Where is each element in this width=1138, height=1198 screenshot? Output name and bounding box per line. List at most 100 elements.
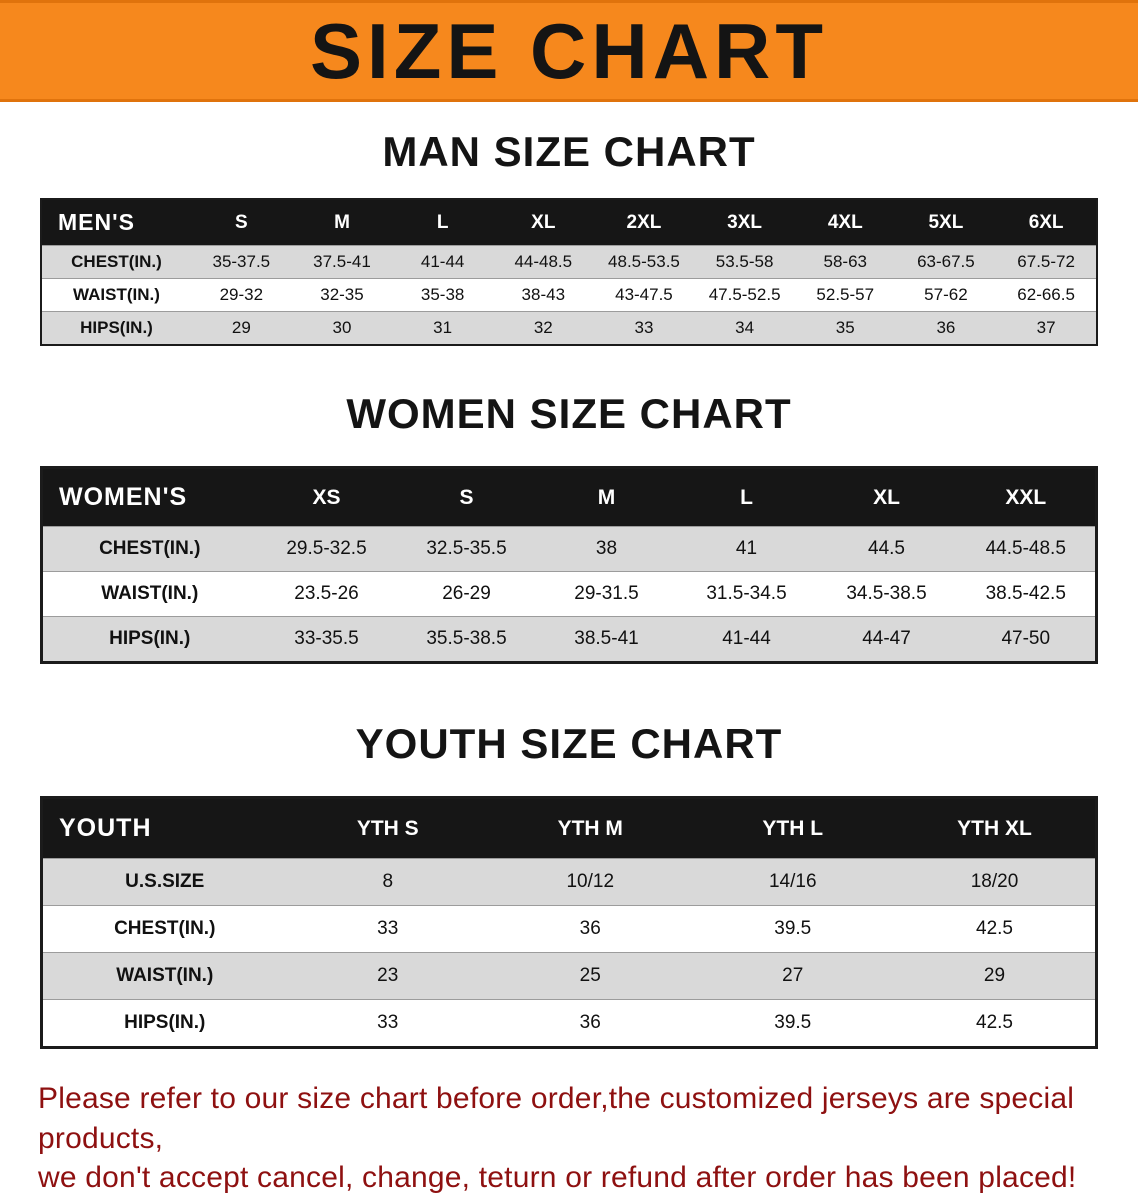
men-size-table: MEN'S S M L XL 2XL 3XL 4XL 5XL 6XL CHEST(IN.) 35-37… (40, 198, 1098, 346)
size-column-header: M (536, 467, 677, 527)
measurement-row: CHEST(IN.) 29.5-32.5 32.5-35.5 38 41 44.5 44.5… (41, 526, 1097, 572)
size-column-header: 3XL (694, 199, 795, 246)
size-value: 34.5-38.5 (846, 583, 927, 604)
measurement-label: CHEST(IN.) (114, 918, 216, 939)
measurement-row: HIPS(IN.) 33 36 39.5 42.5 (41, 999, 1097, 1048)
size-value: 43-47.5 (615, 285, 673, 304)
size-value: 31.5-34.5 (706, 583, 787, 604)
measurement-label: CHEST(IN.) (99, 538, 201, 559)
size-value: 32.5-35.5 (426, 538, 507, 559)
size-value: 35.5-38.5 (426, 628, 507, 649)
size-value: 47.5-52.5 (708, 285, 781, 304)
man-size-chart-heading: MAN SIZE CHART (382, 128, 756, 175)
size-value: 32 (533, 318, 553, 337)
table-title-cell: WOMEN'S (41, 467, 257, 527)
size-value: 38.5-41 (574, 628, 639, 649)
table-header-row: WOMEN'S XS S M L XL XXL (41, 467, 1097, 527)
table-title-cell: MEN'S (41, 199, 191, 246)
size-value: 35 (835, 318, 855, 337)
size-value: 32-35 (320, 285, 364, 304)
size-value: 33 (377, 918, 399, 939)
size-column-header: S (191, 199, 292, 246)
measurement-label: HIPS(IN.) (109, 628, 191, 649)
table-title-cell: YOUTH (41, 797, 287, 859)
size-value: 44-47 (862, 628, 911, 649)
size-value: 47-50 (1001, 628, 1051, 649)
measurement-label: CHEST(IN.) (71, 252, 162, 271)
size-value: 36 (579, 918, 601, 939)
size-column-header: S (396, 467, 537, 527)
size-column-header: 6XL (996, 199, 1097, 246)
measurement-label: U.S.SIZE (125, 871, 205, 892)
size-value: 14/16 (768, 871, 817, 892)
size-value: 38 (595, 538, 618, 559)
size-value: 48.5-53.5 (608, 252, 680, 271)
size-value: 34 (735, 318, 755, 337)
size-column-header: YTH S (286, 797, 489, 859)
size-value: 44.5 (868, 538, 905, 559)
size-value: 52.5-57 (816, 285, 875, 304)
size-value: 53.5-58 (715, 252, 774, 271)
size-value: 41-44 (420, 252, 465, 271)
size-value: 57-62 (924, 285, 968, 304)
disclaimer-line-2: we don't accept cancel, change, teturn o… (38, 1161, 1077, 1195)
size-value: 36 (936, 318, 956, 337)
size-value: 33 (377, 1012, 399, 1033)
size-value: 37.5-41 (313, 252, 371, 271)
size-column-header: 4XL (794, 199, 896, 246)
size-value: 36 (579, 1012, 601, 1033)
size-value: 29 (231, 318, 251, 337)
banner: SIZE CHART (0, 0, 1138, 102)
youth-size-chart-heading: YOUTH SIZE CHART (355, 720, 783, 767)
measurement-row: HIPS(IN.) 33-35.5 35.5-38.5 38.5-41 41-44 44-… (41, 616, 1097, 663)
youth-size-table: YOUTH YTH S YTH M YTH L YTH XL U.S.SIZE 8 10/12… (40, 796, 1098, 1049)
size-value: 25 (579, 965, 601, 986)
size-value: 31 (433, 318, 453, 337)
measurement-row: CHEST(IN.) 33 36 39.5 42.5 (41, 905, 1097, 953)
size-column-header: XL (816, 467, 957, 527)
women-size-chart-heading: WOMEN SIZE CHART (346, 390, 792, 437)
size-value: 41-44 (722, 628, 771, 649)
size-column-header: L (676, 467, 817, 527)
size-value: 33 (634, 318, 654, 337)
measurement-row: U.S.SIZE 8 10/12 14/16 18/20 (41, 858, 1097, 906)
women-size-table: WOMEN'S XS S M L XL XXL CHEST(IN.) 29.5-32.5 32.5… (40, 466, 1098, 664)
measurement-row: HIPS(IN.) 29 30 31 32 33 34 35 36 37 (41, 311, 1097, 345)
page-title: SIZE CHART (310, 6, 828, 95)
size-value: 35-38 (420, 285, 465, 304)
measurement-label: WAIST(IN.) (101, 583, 199, 604)
size-value: 10/12 (566, 871, 615, 892)
size-value: 38-43 (521, 285, 566, 304)
size-value: 44-48.5 (514, 252, 573, 271)
size-column-header: 5XL (895, 199, 997, 246)
size-column-header: M (291, 199, 393, 246)
size-value: 41 (735, 538, 758, 559)
size-value: 18/20 (970, 871, 1019, 892)
size-value: 29-31.5 (574, 583, 639, 604)
size-value: 29 (983, 965, 1006, 986)
size-value: 23.5-26 (294, 583, 359, 604)
size-column-header: YTH L (691, 797, 894, 859)
measurement-label: HIPS(IN.) (80, 318, 153, 337)
measurement-label: HIPS(IN.) (124, 1012, 206, 1033)
size-value: 42.5 (976, 918, 1013, 939)
size-column-header: XXL (956, 467, 1097, 527)
measurement-row: WAIST(IN.) 23 25 27 29 (41, 952, 1097, 1000)
size-column-header: YTH M (489, 797, 692, 859)
measurement-row: WAIST(IN.) 23.5-26 26-29 29-31.5 31.5-34.5 34… (41, 571, 1097, 617)
size-value: 26-29 (442, 583, 491, 604)
size-value: 29-32 (219, 285, 264, 304)
table-header-row: YOUTH YTH S YTH M YTH L YTH XL (41, 797, 1097, 859)
size-value: 62-66.5 (1017, 285, 1075, 304)
size-value: 67.5-72 (1017, 252, 1075, 271)
size-value: 37 (1036, 318, 1056, 337)
size-column-header: XS (256, 467, 397, 527)
size-column-header: XL (492, 199, 594, 246)
size-value: 63-67.5 (917, 252, 975, 271)
size-value: 33-35.5 (294, 628, 359, 649)
measurement-label: WAIST(IN.) (73, 285, 160, 304)
measurement-row: WAIST(IN.) 29-32 32-35 35-38 38-43 43-47.5 47.… (41, 278, 1097, 312)
size-value: 44.5-48.5 (985, 538, 1066, 559)
disclaimer-text: Please refer to our size chart before or… (38, 1079, 1100, 1198)
